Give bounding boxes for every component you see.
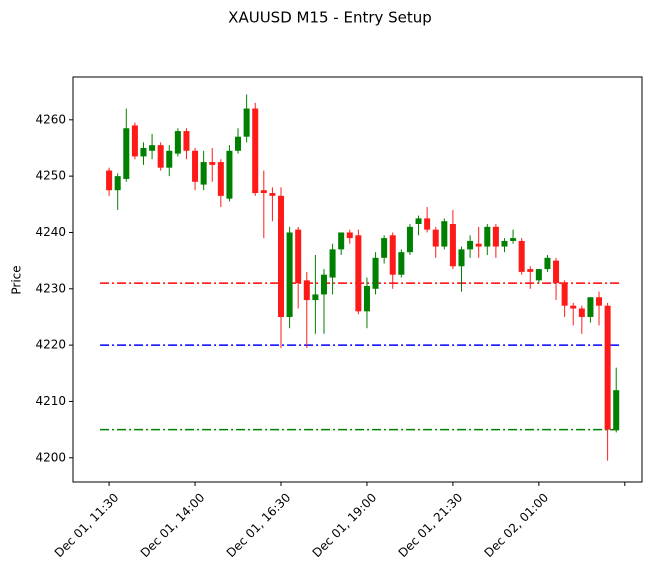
candle-body: [269, 193, 276, 196]
candle-body: [329, 249, 336, 278]
candle-body: [544, 257, 551, 270]
candle-body: [312, 294, 319, 301]
candle-body: [303, 280, 310, 301]
candle-body: [613, 390, 620, 430]
candle-body: [277, 195, 285, 317]
y-tick-label: 4230: [35, 281, 66, 295]
candle-body: [535, 269, 542, 281]
candle-body: [346, 232, 353, 239]
candle-body: [467, 240, 474, 250]
candle-body: [192, 150, 199, 182]
candle-body: [235, 136, 242, 151]
candle-body: [432, 229, 439, 247]
candle-body: [492, 226, 499, 247]
y-tick-label: 4250: [35, 169, 66, 183]
candle-body: [338, 232, 345, 250]
candle-body: [166, 150, 173, 168]
candle-body: [570, 305, 577, 309]
candle-body: [415, 218, 422, 225]
candle-body: [149, 145, 156, 151]
candle-body: [389, 235, 396, 275]
candle-body: [553, 260, 560, 284]
candle-body: [441, 221, 448, 247]
candle-body: [424, 218, 431, 230]
candle-body: [131, 125, 138, 157]
candle-body: [252, 108, 259, 194]
candle-body: [106, 170, 113, 191]
candle-body: [458, 249, 465, 267]
candle-body: [406, 226, 413, 253]
x-tick-label: Dec 01, 14:00: [138, 490, 208, 560]
x-tick-label: Dec 01, 19:00: [310, 490, 380, 560]
candle-body: [295, 229, 302, 284]
candle-body: [226, 150, 233, 199]
candle-body: [475, 243, 482, 247]
candle-body: [140, 147, 147, 157]
candle-body: [518, 240, 525, 272]
candle-body: [286, 232, 293, 317]
candle-body: [596, 297, 603, 306]
candle-body: [243, 108, 250, 137]
candle-body: [501, 240, 508, 247]
x-tick-label: Dec 01, 21:30: [396, 490, 466, 560]
candle-body: [449, 224, 456, 267]
chart-title: XAUUSD M15 - Entry Setup: [228, 9, 432, 27]
candle-body: [587, 297, 594, 317]
x-tick-label: Dec 01, 11:30: [52, 490, 122, 560]
y-tick-label: 4210: [35, 394, 66, 408]
y-tick-label: 4240: [35, 225, 66, 239]
x-tick-label: Dec 01, 16:30: [224, 490, 294, 560]
candle-body: [578, 308, 585, 317]
candle-body: [209, 162, 216, 165]
plot-frame: [72, 76, 643, 483]
y-axis-label: Price: [10, 265, 24, 294]
candle-body: [200, 162, 207, 185]
candle-body: [157, 145, 164, 168]
candle-body: [320, 274, 327, 295]
candle-body: [561, 283, 568, 306]
candle-body: [260, 190, 267, 194]
candle-body: [527, 269, 534, 272]
candle-body: [183, 131, 190, 151]
x-tick-label: Dec 02, 01:00: [482, 490, 552, 560]
candle-body: [217, 162, 224, 196]
candle-body: [398, 252, 405, 275]
candle-body: [484, 226, 491, 247]
y-tick-label: 4220: [35, 338, 66, 352]
candle-body: [372, 257, 379, 289]
candle-body: [510, 238, 517, 241]
candle-body: [381, 238, 388, 258]
candle-body: [174, 131, 181, 154]
y-tick-label: 4200: [35, 450, 66, 464]
y-tick-label: 4260: [35, 112, 66, 126]
candle-body: [363, 285, 370, 312]
candle-body: [355, 235, 362, 312]
candle-body: [123, 128, 130, 179]
candle-body: [114, 176, 121, 191]
candle-body: [604, 305, 611, 430]
